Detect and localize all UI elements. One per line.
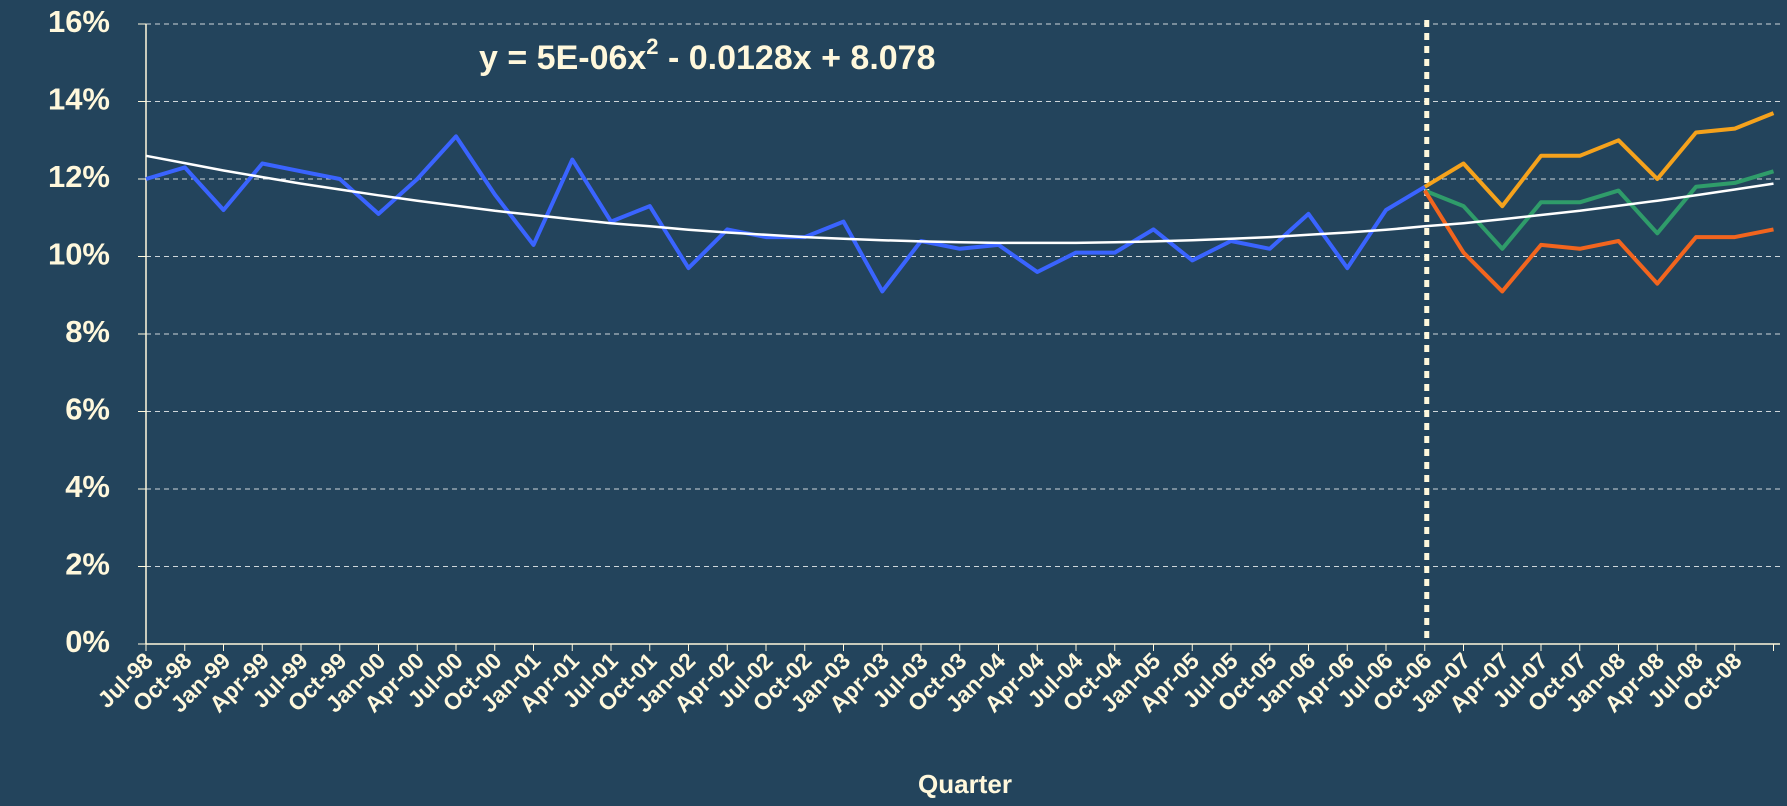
y-tick-label: 12% — [48, 159, 110, 194]
y-tick-label: 8% — [65, 314, 110, 349]
series-line — [1423, 189, 1774, 294]
trend-equation: y = 5E-06x2 - 0.0128x + 8.078 — [479, 34, 936, 77]
y-tick-label: 14% — [48, 82, 110, 117]
equation-part: - 0.0128x + 8.078 — [659, 39, 936, 77]
equation-part: y = 5E-06x — [479, 39, 646, 77]
series-line — [1423, 111, 1775, 209]
y-tick-label: 0% — [65, 624, 110, 659]
series-line — [1424, 169, 1775, 251]
y-tick-label: 16% — [48, 4, 110, 39]
y-tick-label: 4% — [65, 469, 110, 504]
y-tick-label: 10% — [48, 237, 110, 272]
equation-exponent: 2 — [646, 34, 658, 59]
y-tick-label: 2% — [65, 547, 110, 582]
series-line — [145, 154, 1774, 245]
x-axis-title: Quarter — [918, 769, 1012, 799]
y-tick-label: 6% — [65, 392, 110, 427]
